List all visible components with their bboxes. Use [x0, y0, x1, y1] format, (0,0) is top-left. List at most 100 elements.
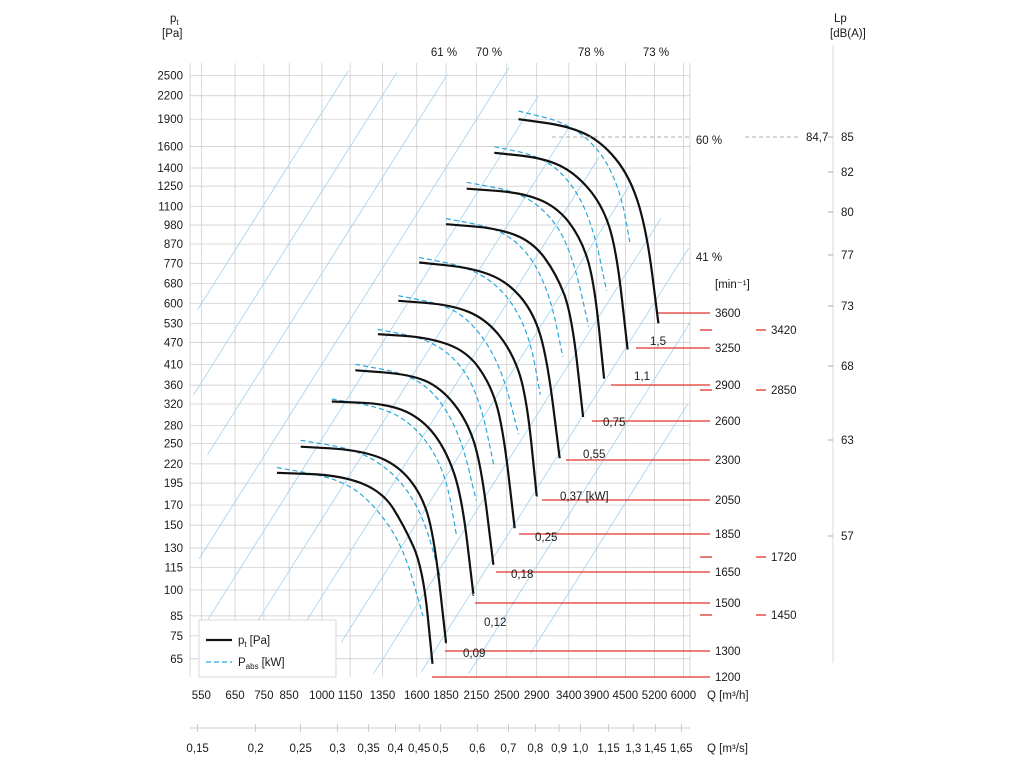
x-tick-label-m3h: 850: [280, 690, 299, 702]
y-tick-label: 470: [164, 338, 183, 350]
y-tick-label: 600: [164, 298, 183, 310]
lp-tick-label: 68: [841, 361, 854, 373]
pressure-curve: [419, 261, 561, 459]
y-tick-label: 150: [164, 520, 183, 532]
pressure-curve: [276, 471, 434, 664]
lp-tick-label: 77: [841, 250, 854, 262]
x-tick-label-m3s: 1,3: [625, 743, 641, 755]
y-tick-label: 65: [170, 654, 183, 666]
power-curve: [445, 218, 564, 357]
y-tick-label: 1900: [157, 114, 183, 126]
x-tick-label-m3s: 0,5: [432, 743, 448, 755]
x-tick-label-m3s: 1,0: [572, 743, 588, 755]
pressure-curve: [494, 151, 629, 350]
x-tick-label-m3h: 3900: [584, 690, 610, 702]
motor-power-label: 0,18: [511, 569, 533, 581]
lp-tick-label: 82: [841, 167, 854, 179]
x-tick-label-m3s: 0,15: [186, 743, 208, 755]
chart-labels: 2500220019001600140012501100980870770680…: [157, 45, 854, 755]
efficiency-lines: [193, 67, 691, 674]
x-tick-label-m3s: 0,6: [469, 743, 485, 755]
speed-lines: [432, 312, 766, 678]
x-tick-label-m3h: 5200: [642, 690, 668, 702]
speed-label: 1200: [715, 672, 741, 684]
speed-label: 2600: [715, 416, 741, 428]
y-tick-label: 280: [164, 420, 183, 432]
efficiency-ray: [193, 72, 398, 396]
efficiency-label: 61 %: [431, 47, 457, 59]
lp-marker-value: 84,7: [806, 132, 828, 144]
y-axis-title: pt: [170, 13, 179, 27]
x-tick-label-m3h: 650: [225, 690, 244, 702]
speed-alt-label: 1450: [771, 610, 797, 622]
speed-label: 2900: [715, 380, 741, 392]
x-tick-label-m3s: 1,45: [644, 743, 666, 755]
y-tick-label: 360: [164, 380, 183, 392]
y-tick-label: 1250: [157, 181, 183, 193]
x-tick-label-m3s: 0,45: [408, 743, 430, 755]
x-tick-label-m3h: 3400: [556, 690, 582, 702]
motor-power-label: 1,5: [650, 336, 666, 348]
power-curve: [355, 363, 477, 502]
y-tick-label: 410: [164, 359, 183, 371]
y-tick-label: 680: [164, 278, 183, 290]
pressure-curve: [377, 333, 516, 529]
y-tick-label: 100: [164, 585, 183, 597]
x-tick-label-m3h: 4500: [613, 690, 639, 702]
x-tick-label-m3s: 0,7: [500, 743, 516, 755]
y-tick-label: 250: [164, 438, 183, 450]
pressure-curve: [445, 223, 585, 418]
x-tick-label-m3s: 0,25: [289, 743, 311, 755]
y-tick-label: 220: [164, 459, 183, 471]
efficiency-ray: [341, 186, 630, 643]
grid-horizontal: [190, 74, 690, 660]
speed-label: 2300: [715, 455, 741, 467]
x-tick-label-m3h: 2900: [524, 690, 550, 702]
efficiency-label: 78 %: [578, 47, 604, 59]
motor-power-label: 0,12: [484, 617, 506, 629]
speed-label: 1300: [715, 646, 741, 658]
x-tick-label-m3s: 0,4: [387, 743, 404, 755]
x-axis-title-m3s: Q [m³/s]: [707, 743, 748, 755]
pressure-curve: [355, 369, 495, 565]
x-tick-label-m3h: 6000: [671, 690, 697, 702]
power-curve: [466, 181, 590, 327]
lp-axis-title: Lp: [834, 13, 847, 25]
lp-tick-label: 57: [841, 531, 854, 543]
y-tick-label: 320: [164, 399, 183, 411]
y-tick-label: 530: [164, 318, 183, 330]
power-curve: [331, 398, 458, 537]
x-tick-label-m3h: 1850: [433, 690, 459, 702]
x-tick-label-m3h: 550: [192, 690, 211, 702]
speed-label: 3600: [715, 308, 741, 320]
lp-tick-label: 80: [841, 207, 854, 219]
x-tick-label-m3s: 0,8: [527, 743, 543, 755]
efficiency-ray: [373, 217, 662, 674]
power-curve: [419, 256, 541, 395]
speed-label: 2050: [715, 495, 741, 507]
efficiency-ray: [197, 70, 349, 310]
x-tick-label-m3s: 0,2: [248, 743, 264, 755]
speed-alt-label: 1720: [771, 552, 797, 564]
motor-power-label: 0,75: [603, 417, 625, 429]
y-tick-label: 1400: [157, 163, 183, 175]
speed-alt-label: 3420: [771, 325, 797, 337]
y-tick-label: 870: [164, 239, 183, 251]
lp-tick-label: 73: [841, 301, 854, 313]
x-axis-title-m3h: Q [m³/h]: [707, 690, 749, 702]
pressure-curve: [331, 400, 475, 596]
motor-power-label: 0,37 [kW]: [560, 491, 609, 503]
motor-power-label: 1,1: [634, 371, 650, 383]
efficiency-label: 73 %: [643, 47, 669, 59]
y-tick-label: 170: [164, 500, 183, 512]
lp-tick-label: 63: [841, 435, 854, 447]
x-tick-label-m3h: 2500: [494, 690, 520, 702]
y-tick-label: 770: [164, 259, 183, 271]
grid-vertical: [189, 63, 691, 677]
x-tick-label-m3h: 1600: [404, 690, 430, 702]
y-tick-label: 195: [164, 478, 183, 490]
power-curve: [377, 328, 495, 468]
pressure-curve: [300, 445, 448, 644]
y-tick-label: 130: [164, 543, 183, 555]
